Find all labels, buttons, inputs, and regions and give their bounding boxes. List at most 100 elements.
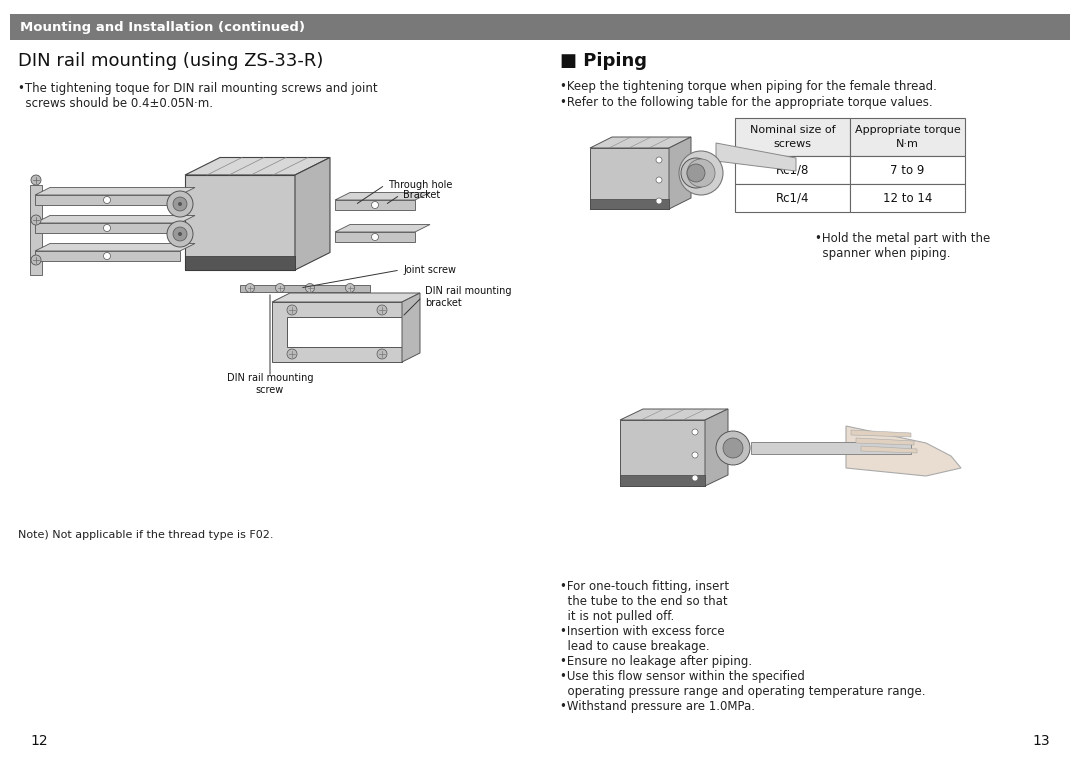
Text: Joint screw: Joint screw [403,265,456,275]
Text: DIN rail mounting
screw: DIN rail mounting screw [227,373,313,394]
Text: 12: 12 [30,734,48,748]
Text: operating pressure range and operating temperature range.: operating pressure range and operating t… [561,685,926,698]
Circle shape [287,349,297,359]
Text: the tube to the end so that: the tube to the end so that [561,595,728,608]
Bar [185,256,295,270]
Circle shape [306,283,314,293]
Polygon shape [335,224,430,232]
Polygon shape [705,409,728,486]
Circle shape [656,157,662,163]
Text: •The tightening toque for DIN rail mounting screws and joint: •The tightening toque for DIN rail mount… [18,82,378,95]
Circle shape [656,198,662,204]
Circle shape [346,283,354,293]
Text: Nominal size of
screws: Nominal size of screws [750,125,835,149]
Text: 13: 13 [1032,734,1050,748]
Polygon shape [35,251,180,261]
Circle shape [692,452,698,458]
Circle shape [723,438,743,458]
Circle shape [287,305,297,315]
Polygon shape [856,438,914,445]
Bar [240,285,370,292]
Bar [850,118,966,156]
Polygon shape [295,157,330,270]
Circle shape [681,158,711,188]
Circle shape [687,164,705,182]
Bar [850,184,966,212]
Polygon shape [335,192,430,200]
Polygon shape [272,293,420,302]
Circle shape [692,475,698,481]
Text: screws should be 0.4±0.05N·m.: screws should be 0.4±0.05N·m. [18,97,213,110]
Text: spanner when piping.: spanner when piping. [815,247,950,260]
Circle shape [178,202,183,206]
Circle shape [372,233,378,240]
Text: •Ensure no leakage after piping.: •Ensure no leakage after piping. [561,655,752,668]
Circle shape [104,197,110,204]
Circle shape [656,177,662,183]
Polygon shape [185,157,330,175]
Polygon shape [851,430,912,437]
Text: it is not pulled off.: it is not pulled off. [561,610,674,623]
Text: •Use this flow sensor within the specified: •Use this flow sensor within the specifi… [561,670,805,683]
Bar [10,14,1070,40]
Text: ■ Piping: ■ Piping [561,52,647,70]
Circle shape [377,349,387,359]
Text: Mounting and Installation (continued): Mounting and Installation (continued) [21,21,305,33]
Text: 7 to 9: 7 to 9 [890,163,924,176]
Text: Appropriate torque
N·m: Appropriate torque N·m [854,125,960,149]
Text: Rc1/4: Rc1/4 [775,192,809,204]
Text: •Withstand pressure are 1.0MPa.: •Withstand pressure are 1.0MPa. [561,700,755,713]
Circle shape [679,151,723,195]
Text: Note) Not applicable if the thread type is F02.: Note) Not applicable if the thread type … [18,530,273,540]
Text: •Insertion with excess force: •Insertion with excess force [561,625,725,638]
Bar [751,442,912,454]
Circle shape [167,191,193,217]
Circle shape [104,224,110,232]
Polygon shape [402,293,420,362]
Circle shape [275,283,284,293]
Circle shape [104,252,110,259]
Polygon shape [35,223,180,233]
Polygon shape [335,200,415,210]
Circle shape [173,227,187,241]
Text: Bracket: Bracket [403,190,441,200]
Bar [590,199,669,209]
Circle shape [31,255,41,265]
Text: DIN rail mounting (using ZS-33-R): DIN rail mounting (using ZS-33-R) [18,52,323,70]
Text: •Hold the metal part with the: •Hold the metal part with the [815,232,990,245]
Circle shape [687,159,715,187]
Polygon shape [590,137,691,148]
Circle shape [245,283,255,293]
Circle shape [377,305,387,315]
Text: •Keep the tightening torque when piping for the female thread.: •Keep the tightening torque when piping … [561,80,936,93]
Polygon shape [669,137,691,209]
Bar [850,156,966,184]
Bar [735,118,850,156]
Text: Through hole: Through hole [388,180,453,190]
Circle shape [31,215,41,225]
Bar [735,156,850,184]
Polygon shape [35,195,180,205]
Polygon shape [716,143,796,171]
Circle shape [173,197,187,211]
Circle shape [692,429,698,435]
Text: •For one-touch fitting, insert: •For one-touch fitting, insert [561,580,729,593]
Polygon shape [861,446,917,453]
Text: lead to cause breakage.: lead to cause breakage. [561,640,710,653]
Circle shape [167,221,193,247]
Circle shape [716,431,750,465]
Polygon shape [35,188,195,195]
Circle shape [178,232,183,236]
Circle shape [372,201,378,208]
Text: Rc1/8: Rc1/8 [775,163,809,176]
Bar [735,184,850,212]
Text: •Refer to the following table for the appropriate torque values.: •Refer to the following table for the ap… [561,96,933,109]
Polygon shape [35,216,195,223]
Polygon shape [620,420,705,486]
Polygon shape [335,232,415,242]
Circle shape [31,175,41,185]
Polygon shape [35,243,195,251]
Text: DIN rail mounting
bracket: DIN rail mounting bracket [426,287,512,308]
Text: 12 to 14: 12 to 14 [882,192,932,204]
Polygon shape [185,175,295,270]
